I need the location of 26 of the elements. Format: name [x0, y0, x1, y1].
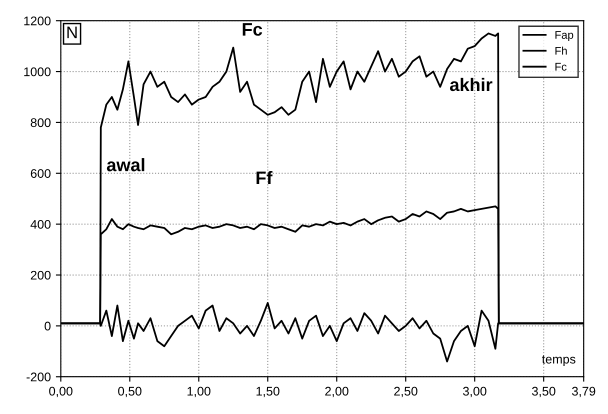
annotation: awal — [106, 158, 144, 172]
y-tick-label: 1200 — [24, 16, 51, 26]
x-axis-title: temps — [542, 355, 576, 366]
y-tick-label: 800 — [30, 118, 51, 128]
y-axis-title: N — [67, 26, 77, 38]
y-tick-label: 600 — [30, 169, 51, 178]
y-tick-label: 1000 — [24, 67, 51, 76]
x-tick-label: 3,79 — [572, 386, 596, 398]
annotation: akhir — [450, 78, 492, 92]
x-tick-label: 1,50 — [256, 386, 280, 398]
x-tick-label: 2,00 — [325, 386, 348, 398]
y-tick-label: 200 — [30, 270, 51, 280]
legend-label: Fh — [555, 46, 567, 55]
annotation: Ff — [256, 170, 272, 184]
y-tick-label: 0 — [44, 322, 51, 331]
x-tick-label: 2,50 — [394, 386, 418, 398]
x-tick-label: 1,00 — [188, 386, 210, 398]
x-tick-label: 3,00 — [463, 386, 486, 398]
x-tick-label: 0,50 — [118, 386, 142, 398]
legend-label: Fc — [555, 62, 567, 71]
x-tick-label: 0,00 — [49, 386, 72, 398]
legend-label: Fap — [555, 31, 574, 42]
x-tick-label: 3,50 — [532, 386, 556, 398]
annotation: Fc — [242, 23, 262, 36]
y-tick-label: -200 — [26, 372, 51, 382]
y-tick-label: 400 — [30, 220, 51, 229]
